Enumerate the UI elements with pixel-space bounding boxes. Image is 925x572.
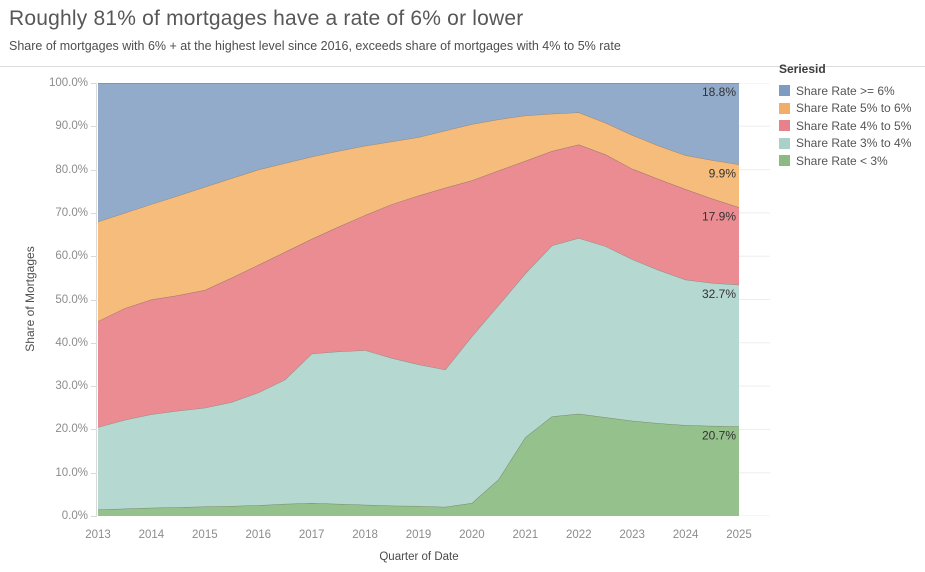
y-tick-label-90.0: 90.0% [55, 120, 88, 133]
y-tick-mark [91, 256, 96, 258]
legend-item-share-rate-4-to-5[interactable]: Share Rate 4% to 5% [779, 117, 911, 135]
value-label-share-rate-4-to-5: 17.9% [702, 209, 736, 223]
legend-swatch-icon [779, 102, 790, 114]
chart-title: Roughly 81% of mortgages have a rate of … [9, 7, 524, 30]
legend-items: Share Rate >= 6% Share Rate 5% to 6% Share… [779, 82, 911, 170]
x-tick-label-2015: 2015 [192, 529, 218, 541]
y-tick-label-0.0: 0.0% [61, 510, 88, 522]
legend-swatch-icon [779, 155, 790, 167]
area-share-rate-6[interactable] [98, 83, 739, 222]
y-tick-label-60.0: 60.0% [55, 250, 88, 263]
y-tick-mark [91, 472, 96, 474]
y-tick-mark [91, 516, 96, 517]
value-label-share-rate-6: 18.8% [702, 85, 736, 99]
y-tick-mark [91, 429, 96, 431]
x-tick-label-2024: 2024 [672, 529, 699, 541]
y-tick-label-40.0: 40.0% [55, 336, 88, 349]
legend-title: Seriesid [779, 62, 826, 76]
legend-item-label: Share Rate 4% to 5% [796, 118, 912, 133]
y-tick-label-70.0: 70.0% [55, 206, 88, 219]
legend-item-label: Share Rate 3% to 4% [796, 136, 912, 151]
legend-item-share-rate-6[interactable]: Share Rate >= 6% [779, 82, 911, 100]
legend-swatch-icon [779, 137, 790, 149]
x-tick-label-2013: 2013 [85, 529, 111, 541]
x-axis-title: Quarter of Date [379, 551, 459, 563]
y-tick-mark [91, 169, 96, 171]
x-tick-label-2016: 2016 [245, 529, 272, 541]
y-tick-label-100.0: 100.0% [48, 77, 88, 89]
y-tick-label-50.0: 50.0% [55, 293, 88, 306]
x-tick-label-2017: 2017 [298, 529, 325, 541]
x-tick-label-2019: 2019 [405, 529, 432, 541]
x-tick-label-2023: 2023 [619, 529, 645, 541]
x-tick-label-2014: 2014 [138, 529, 165, 541]
x-tick-label-2020: 2020 [459, 529, 485, 541]
x-tick-label-2021: 2021 [512, 529, 539, 541]
legend-swatch-icon [779, 120, 790, 132]
legend-swatch-icon [779, 85, 790, 97]
y-tick-mark [91, 126, 96, 128]
area-share-rate-4-to-5[interactable] [98, 144, 739, 428]
y-tick-mark [91, 299, 96, 301]
x-tick-label-2022: 2022 [565, 529, 592, 541]
legend-item-label: Share Rate >= 6% [796, 83, 895, 98]
legend-item-share-rate-5-to-6[interactable]: Share Rate 5% to 6% [779, 100, 911, 118]
area-share-rate-5-to-6[interactable] [98, 112, 739, 322]
legend-item-share-rate-3[interactable]: Share Rate < 3% [779, 152, 911, 170]
plot-area[interactable]: 20.7% 32.7% 17.9% 9.9% 18.8% [96, 82, 770, 517]
header-divider [0, 66, 925, 67]
legend-item-label: Share Rate < 3% [796, 153, 888, 168]
area-share-rate-3-to-4[interactable] [98, 238, 739, 510]
y-tick-label-30.0: 30.0% [55, 380, 88, 393]
area-share-rate-3[interactable] [98, 413, 739, 516]
y-tick-label-20.0: 20.0% [55, 423, 88, 436]
y-tick-label-10.0: 10.0% [55, 466, 88, 479]
value-label-share-rate-3: 20.7% [702, 428, 736, 442]
y-tick-mark [91, 386, 96, 388]
legend-item-label: Share Rate 5% to 6% [796, 101, 912, 116]
stacked-area-chart: 20.7% 32.7% 17.9% 9.9% 18.8% [96, 82, 770, 517]
x-tick-label-2025: 2025 [726, 529, 752, 541]
legend-item-share-rate-3-to-4[interactable]: Share Rate 3% to 4% [779, 135, 911, 153]
y-tick-mark [91, 212, 96, 214]
y-tick-mark [91, 342, 96, 344]
chart-subtitle: Share of mortgages with 6% + at the high… [9, 39, 621, 53]
y-tick-mark [91, 83, 96, 84]
value-label-share-rate-5-to-6: 9.9% [709, 166, 737, 180]
x-tick-label-2018: 2018 [352, 529, 378, 541]
y-tick-label-80.0: 80.0% [55, 163, 88, 176]
legend: Seriesid Share Rate >= 6% Share Rate 5% t… [779, 62, 911, 170]
value-label-share-rate-3-to-4: 32.7% [702, 287, 736, 301]
